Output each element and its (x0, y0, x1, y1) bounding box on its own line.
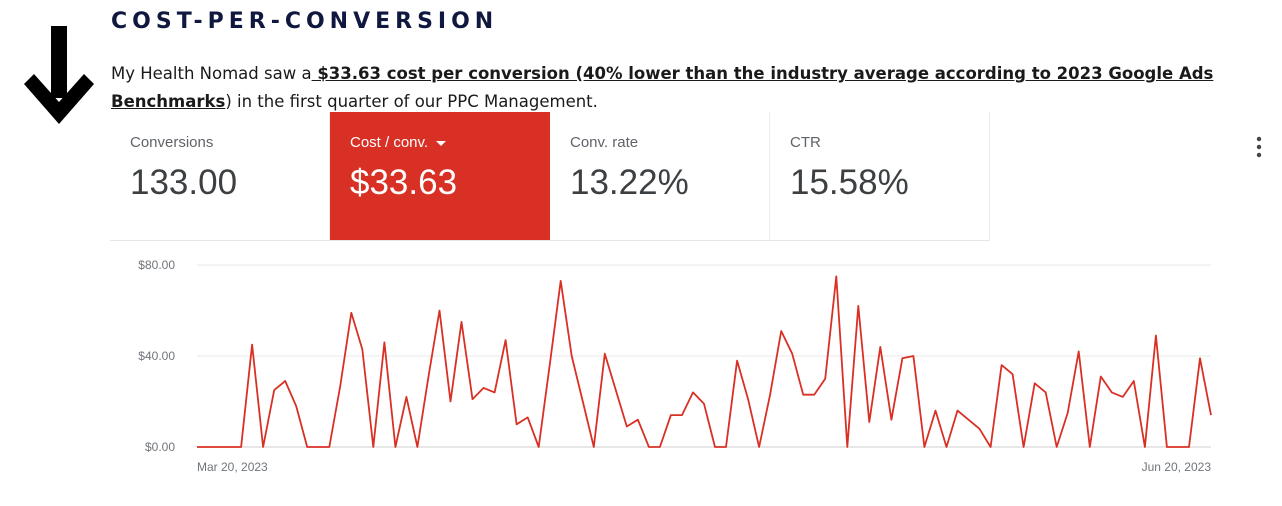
metric-value: 133.00 (130, 163, 238, 202)
y-tick-label: $80.00 (138, 258, 175, 272)
metric-label-text: Cost / conv. (350, 134, 429, 151)
metric-card-ctr[interactable]: CTR 15.58% (770, 112, 990, 240)
metric-card-conversions[interactable]: Conversions 133.00 (110, 112, 330, 240)
intro-prefix: My Health Nomad saw a (111, 64, 312, 83)
y-tick-label: $40.00 (138, 349, 175, 363)
metric-value: $33.63 (350, 163, 458, 202)
metric-card-cost-per-conv[interactable]: Cost / conv. $33.63 (330, 112, 550, 240)
page-heading: COST-PER-CONVERSION (111, 9, 499, 34)
intro-paragraph: My Health Nomad saw a $33.63 cost per co… (111, 60, 1261, 116)
metric-label: Conversions (130, 134, 214, 151)
metric-card-conv-rate[interactable]: Conv. rate 13.22% (550, 112, 770, 240)
caret-down-icon[interactable] (436, 140, 447, 146)
metric-label: Conv. rate (570, 134, 639, 151)
metric-label: Cost / conv. (350, 134, 550, 151)
series-line (197, 275, 1212, 448)
arrow-down-icon (24, 26, 94, 124)
metric-value: 15.58% (790, 163, 909, 202)
y-tick-label: $0.00 (145, 440, 175, 454)
metric-label: CTR (790, 134, 821, 151)
x-tick-label: Mar 20, 2023 (197, 460, 268, 474)
intro-suffix: ) in the first quarter of our PPC Manage… (225, 92, 598, 111)
metric-value: 13.22% (570, 163, 689, 202)
intro-highlight: $33.63 cost per conversion (40% lower th… (111, 64, 1214, 111)
x-tick-label: Jun 20, 2023 (1142, 460, 1212, 474)
more-vert-icon[interactable] (1255, 136, 1263, 158)
metrics-bar: Conversions 133.00 Cost / conv. $33.63 C… (110, 112, 990, 241)
